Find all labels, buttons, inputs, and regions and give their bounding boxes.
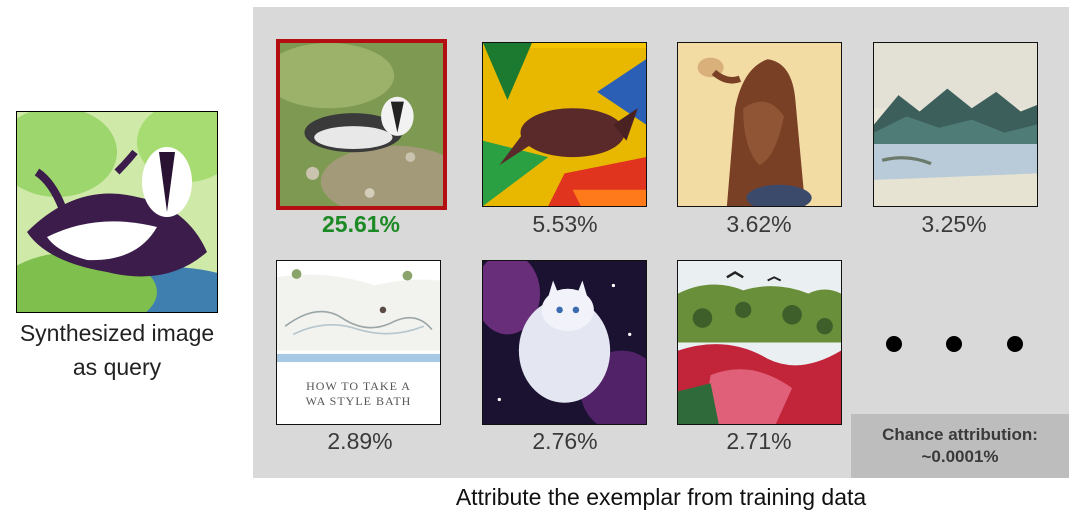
result-score-1: 25.61%	[321, 211, 400, 237]
result-score-6: 2.76%	[532, 428, 598, 454]
result-image-6[interactable]	[482, 260, 647, 425]
query-caption-line2: as query	[72, 354, 162, 380]
result-image-5[interactable]: HOW TO TAKE A WA STYLE BATH	[276, 260, 441, 425]
footer-caption: Attribute the exemplar from training dat…	[455, 484, 867, 510]
more-dot-3	[1007, 336, 1023, 352]
result-image-2[interactable]	[482, 42, 647, 207]
result-image-7[interactable]	[677, 260, 842, 425]
result-score-4: 3.25%	[921, 211, 987, 237]
query-caption-line1: Synthesized image	[19, 320, 215, 346]
query-image	[16, 111, 218, 313]
result-image-1[interactable]	[276, 39, 447, 210]
chance-attribution-box: Chance attribution: ~0.0001%	[851, 414, 1069, 478]
result-score-5: 2.89%	[327, 428, 393, 454]
more-dot-2	[946, 336, 962, 352]
result-image-3[interactable]	[677, 42, 842, 207]
more-dot-1	[886, 336, 902, 352]
chance-attribution-label: Chance attribution:	[882, 425, 1038, 444]
query-caption: Synthesized image as query	[0, 316, 234, 384]
book-title-line2: WA STYLE BATH	[305, 394, 412, 408]
result-score-2: 5.53%	[532, 211, 598, 237]
book-title-line1: HOW TO TAKE A	[306, 379, 411, 393]
result-image-4[interactable]	[873, 42, 1038, 207]
result-score-3: 3.62%	[726, 211, 792, 237]
result-score-7: 2.71%	[726, 428, 792, 454]
chance-attribution-value: ~0.0001%	[921, 447, 999, 466]
